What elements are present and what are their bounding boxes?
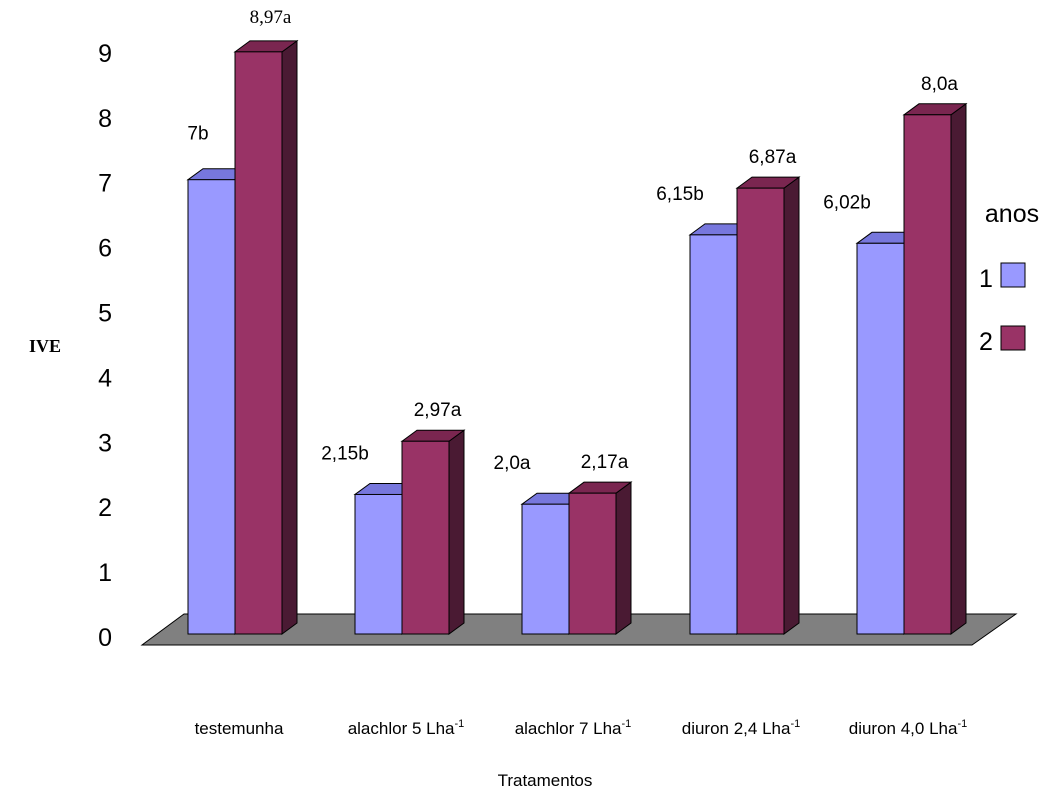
legend-swatch <box>1000 325 1026 351</box>
bar-front <box>903 114 952 635</box>
bar-front <box>521 503 570 635</box>
legend: anos 1 2 <box>979 200 1039 356</box>
x-tick-label: testemunha <box>195 719 284 738</box>
data-label: 6,87a <box>749 147 797 168</box>
y-tick-label: 1 <box>98 559 112 587</box>
x-axis-title: Tratamentos <box>498 771 593 790</box>
bar-front <box>354 493 403 635</box>
y-tick-label: 8 <box>98 105 112 133</box>
bar-side <box>281 39 298 635</box>
data-label: 8,97a <box>250 7 292 28</box>
data-labels: 7b 2,15b 2,0a 6,15b 6,02b 8,97a 2,97a 2,17a 6,87… <box>187 7 958 474</box>
bar-series-2-2 <box>567 481 633 635</box>
data-label: 2,97a <box>414 400 462 421</box>
data-label: 6,02b <box>823 192 871 213</box>
data-label: 2,0a <box>494 453 531 474</box>
bar-series-2-0 <box>233 39 299 635</box>
legend-label: 1 <box>979 265 993 293</box>
bar-series-2-1 <box>400 429 466 635</box>
bar-front <box>234 51 283 635</box>
data-label: 7b <box>187 124 208 145</box>
y-tick-label: 0 <box>98 624 112 652</box>
y-tick-label: 6 <box>98 235 112 263</box>
legend-label: 2 <box>979 328 993 356</box>
bar-series-2-3 <box>735 176 801 635</box>
category-labels: testemunha alachlor 5 Lha-1 alachlor 7 Lha… <box>195 718 968 738</box>
bar-front <box>689 234 738 635</box>
data-label: 8,0a <box>921 74 958 95</box>
y-tick-label: 2 <box>98 494 112 522</box>
y-tick-label: 4 <box>98 364 112 392</box>
bar-side <box>783 176 800 635</box>
y-axis-title: IVE <box>29 336 61 356</box>
x-tick-label: alachlor 7 Lha-1 <box>515 718 632 738</box>
bar-side <box>950 102 967 635</box>
y-tick-label: 9 <box>98 40 112 68</box>
data-label: 6,15b <box>656 184 704 205</box>
bar-front <box>856 242 905 635</box>
legend-title: anos <box>985 200 1039 228</box>
legend-swatch <box>1000 262 1026 288</box>
y-axis-ticks: 0 1 2 3 4 5 6 7 8 9 <box>98 40 112 652</box>
x-tick-label: alachlor 5 Lha-1 <box>348 718 465 738</box>
data-label: 2,15b <box>321 443 369 464</box>
bar-side <box>448 429 465 635</box>
bar-front <box>736 187 785 635</box>
data-label: 2,17a <box>581 452 629 473</box>
bar-front <box>568 492 617 635</box>
bar-side <box>615 481 632 635</box>
x-tick-label: diuron 2,4 Lha-1 <box>682 718 800 738</box>
y-tick-label: 3 <box>98 429 112 457</box>
x-tick-label: diuron 4,0 Lha-1 <box>849 718 967 738</box>
y-tick-label: 7 <box>98 170 112 198</box>
bar-series-2-4 <box>902 102 968 635</box>
bar-front <box>401 440 450 635</box>
y-tick-label: 5 <box>98 300 112 328</box>
bar-front <box>187 179 236 635</box>
bars <box>186 39 968 635</box>
